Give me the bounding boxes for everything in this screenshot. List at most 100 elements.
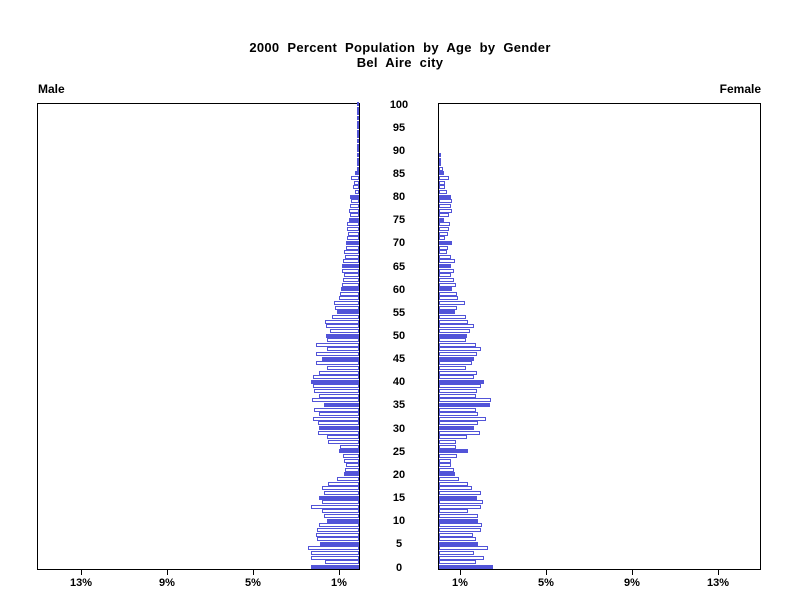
- male-bar-age-12: [322, 509, 359, 514]
- male-bar-age-64: [342, 268, 359, 273]
- female-bar-age-18: [439, 481, 468, 486]
- male-bar-age-71: [347, 236, 359, 241]
- female-bar-age-35: [439, 402, 490, 407]
- male-bar-age-91: [357, 143, 359, 148]
- male-bar-age-96: [357, 120, 359, 125]
- female-bar-age-60: [439, 287, 452, 292]
- x-tick-mark-right-13: [718, 570, 719, 575]
- male-bar-age-98: [357, 111, 359, 116]
- x-tick-label-left-1: 1%: [331, 577, 347, 589]
- x-tick-label-right-5: 5%: [538, 577, 554, 589]
- male-bar-age-86: [357, 166, 359, 171]
- male-bar-age-34: [314, 407, 359, 412]
- female-bar-age-55: [439, 310, 455, 315]
- female-bar-age-65: [439, 264, 451, 269]
- age-tick-label-55: 55: [392, 306, 406, 319]
- male-bar-age-62: [343, 277, 359, 282]
- male-bar-age-75: [349, 217, 359, 222]
- male-bar-age-16: [324, 490, 359, 495]
- female-bar-age-89: [439, 152, 441, 157]
- age-tick-label-65: 65: [392, 260, 406, 273]
- female-bar-age-47: [439, 347, 481, 352]
- female-bar-age-13: [439, 504, 481, 509]
- male-bar-age-78: [350, 203, 359, 208]
- age-tick-label-30: 30: [392, 422, 406, 435]
- male-bar-age-22: [346, 463, 359, 468]
- female-bar-age-21: [439, 467, 454, 472]
- male-bar-age-40: [311, 379, 359, 384]
- female-bar-age-14: [439, 500, 483, 505]
- age-tick-label-85: 85: [392, 167, 406, 180]
- female-bar-age-82: [439, 185, 445, 190]
- male-bar-age-72: [348, 231, 359, 236]
- male-bar-age-76: [350, 213, 359, 218]
- chart-subtitle: Bel Aire city: [356, 55, 444, 70]
- x-tick-label-left-9: 9%: [159, 577, 175, 589]
- female-bar-age-62: [439, 277, 454, 282]
- male-bar-age-45: [322, 356, 359, 361]
- male-bar-age-2: [311, 555, 359, 560]
- male-bar-age-46: [316, 352, 359, 357]
- female-bar-age-32: [439, 416, 486, 421]
- female-bar-age-71: [439, 236, 445, 241]
- male-bar-age-15: [319, 495, 359, 500]
- male-bar-age-68: [344, 250, 359, 255]
- male-bar-age-11: [324, 514, 359, 519]
- age-tick-label-50: 50: [392, 330, 406, 342]
- male-bar-age-73: [347, 227, 359, 232]
- female-bar-age-87: [439, 162, 441, 167]
- age-tick-label-60: 60: [392, 283, 406, 296]
- female-bar-age-10: [439, 518, 478, 523]
- female-bar-age-4: [439, 546, 488, 551]
- female-bar-age-3: [439, 551, 474, 556]
- female-bar-age-19: [439, 477, 459, 482]
- x-tick-mark-left-5: [253, 570, 254, 575]
- age-tick-label-20: 20: [392, 468, 406, 481]
- male-bar-age-6: [317, 537, 359, 542]
- female-bar-age-45: [439, 356, 474, 361]
- male-bar-age-53: [325, 319, 359, 324]
- female-bar-age-39: [439, 384, 481, 389]
- male-bar-age-20: [344, 472, 359, 477]
- male-bar-age-7: [316, 532, 359, 537]
- female-bar-age-26: [439, 444, 456, 449]
- female-bar-age-5: [439, 541, 478, 546]
- female-bar-age-0: [439, 565, 493, 569]
- female-bar-age-63: [439, 273, 451, 278]
- male-bar-age-83: [354, 180, 359, 185]
- female-bar-age-70: [439, 240, 452, 245]
- female-axis-label: Female: [719, 82, 761, 96]
- male-bar-age-94: [357, 129, 359, 134]
- male-bar-age-77: [349, 208, 359, 213]
- male-bar-age-43: [327, 365, 359, 370]
- female-bar-age-49: [439, 338, 466, 343]
- male-bar-age-1: [325, 560, 359, 565]
- male-bar-age-54: [332, 314, 359, 319]
- female-bar-age-2: [439, 555, 484, 560]
- male-bar-age-80: [350, 194, 359, 199]
- male-bar-age-70: [346, 240, 359, 245]
- male-bar-age-95: [357, 125, 359, 130]
- female-bar-age-37: [439, 393, 476, 398]
- female-bar-age-9: [439, 523, 482, 528]
- male-bar-age-55: [337, 310, 359, 315]
- male-bar-age-84: [351, 176, 359, 181]
- male-bar-age-29: [318, 430, 359, 435]
- female-bar-age-81: [439, 189, 447, 194]
- female-bar-age-17: [439, 486, 472, 491]
- male-bar-age-82: [353, 185, 359, 190]
- female-bar-age-23: [439, 458, 451, 463]
- female-bar-age-75: [439, 217, 444, 222]
- female-bar-age-36: [439, 398, 491, 403]
- male-bar-age-92: [357, 139, 359, 144]
- female-bar-age-58: [439, 296, 458, 301]
- female-bar-age-51: [439, 328, 470, 333]
- male-bar-age-32: [313, 416, 359, 421]
- male-bar-age-59: [340, 291, 359, 296]
- female-bar-age-84: [439, 176, 449, 181]
- x-tick-mark-left-1: [339, 570, 340, 575]
- male-bar-age-27: [328, 440, 359, 444]
- female-bar-age-29: [439, 430, 480, 435]
- female-bar-age-68: [439, 250, 447, 255]
